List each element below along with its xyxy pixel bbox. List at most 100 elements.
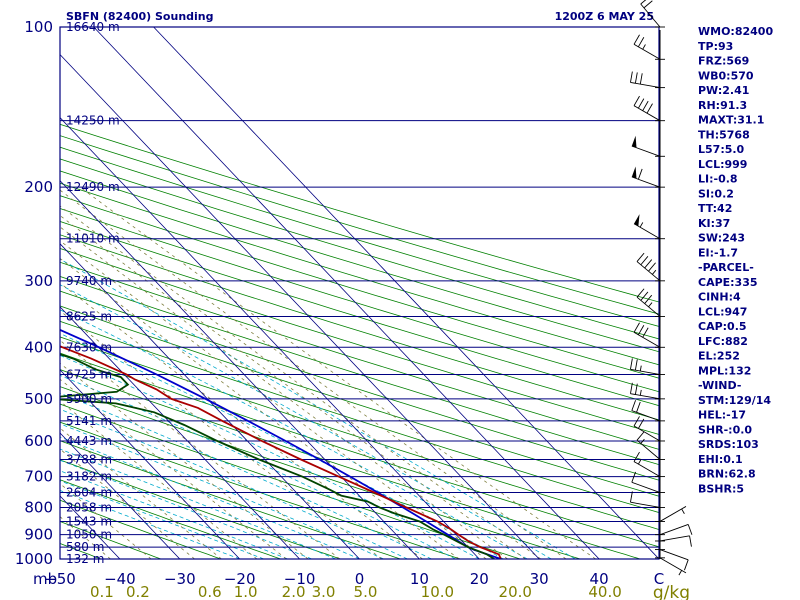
index-entry: LFC:882 — [698, 335, 748, 348]
wind-barb-flag — [637, 98, 645, 109]
index-entry: WB0:570 — [698, 69, 754, 82]
height-label: 132 m — [66, 552, 104, 566]
mixing-ratio-line — [60, 310, 383, 559]
wind-barb-flag — [642, 100, 649, 111]
dewpoint-line — [60, 353, 495, 559]
index-entry: FRZ:569 — [698, 55, 749, 68]
temperature-tick-label: 30 — [530, 570, 549, 588]
sounding-series — [60, 328, 502, 559]
mixing-ratio-tick-label: 5.0 — [354, 583, 378, 600]
index-entry: MAXT:31.1 — [698, 114, 764, 127]
pressure-tick-label: 700 — [24, 468, 53, 486]
wind-barb-shaft — [659, 549, 689, 561]
height-label: 2058 m — [66, 500, 112, 514]
temperature-tick-label: −40 — [104, 570, 136, 588]
height-label: 14250 m — [66, 114, 120, 128]
wind-barb-flag — [687, 524, 693, 535]
temperature-tick-label: −10 — [284, 570, 316, 588]
wind-barb-flag — [636, 252, 645, 262]
wind-barb-flag — [631, 400, 636, 411]
height-label: 3182 m — [66, 470, 112, 484]
height-label: 1543 m — [66, 514, 112, 528]
moist-adiabat — [60, 489, 240, 559]
pressure-tick-label: 400 — [24, 338, 53, 356]
mixing-ratio-unit: g/kg — [653, 583, 690, 600]
temperature-tick-label: C — [654, 570, 664, 588]
index-entry: SRDS:103 — [698, 438, 759, 451]
height-label: 8625 m — [66, 309, 112, 323]
index-entry: MPL:132 — [698, 364, 751, 377]
index-entry: SI:0.2 — [698, 187, 734, 200]
wind-barb-shaft — [631, 176, 661, 188]
wind-barb-halfflag — [639, 389, 642, 396]
height-label: 9740 m — [66, 274, 112, 288]
wind-barb — [640, 0, 665, 28]
wind-barb-flag — [633, 451, 640, 462]
pressure-tick-label: 800 — [24, 498, 53, 516]
pressure-tick-label: 500 — [24, 390, 53, 408]
wind-barb — [631, 471, 665, 493]
index-entry: EI:-1.7 — [698, 246, 738, 259]
wind-barb — [630, 382, 665, 400]
wind-barb — [655, 549, 689, 571]
wind-barb-pennant — [634, 214, 640, 227]
isobars — [60, 26, 659, 560]
wind-barb-shaft — [631, 481, 661, 493]
wind-barb-shaft — [630, 368, 661, 375]
index-entry: WMO:82400 — [698, 25, 773, 38]
index-entry: CINH:4 — [698, 291, 741, 304]
index-entry: BSHR:5 — [698, 482, 744, 495]
isotherm — [60, 369, 240, 559]
wind-barbs — [630, 0, 693, 576]
index-entry: TH:5768 — [698, 128, 750, 141]
temperature-tick-label: 10 — [410, 570, 429, 588]
index-entry: HEL:-17 — [698, 409, 746, 422]
wind-barb-shaft — [633, 331, 661, 348]
mixing-ratio-tick-label: 20.0 — [499, 583, 532, 600]
wind-barb-shaft — [659, 523, 689, 536]
mixing-ratio-tick-label: 0.1 — [90, 583, 114, 600]
wind-barb — [633, 322, 665, 348]
wind-barb-shaft — [631, 410, 661, 422]
height-label: 4443 m — [66, 434, 112, 448]
wind-barb-flag — [643, 0, 653, 9]
height-label: 5900 m — [66, 392, 112, 406]
wind-barb-flag — [631, 471, 636, 483]
pressure-tick-label: 200 — [24, 178, 53, 196]
station-title: SBFN (82400) Sounding — [66, 10, 214, 23]
wind-barb-flag — [640, 256, 649, 266]
index-entry: L57:5.0 — [698, 143, 745, 156]
pressure-tick-label: 1000 — [15, 550, 53, 568]
wind-barb-halfflag — [651, 269, 657, 275]
index-entry: CAP:0.5 — [698, 320, 747, 333]
height-label: 5141 m — [66, 414, 112, 428]
index-entry: -WIND- — [698, 379, 741, 392]
index-entry: PW:2.41 — [698, 84, 749, 97]
moist-adiabat — [60, 480, 264, 559]
wind-barb-flag — [639, 73, 643, 85]
temperature-tick-labels: −50 −40 −30 −20 −10 0 10 20 30 40 C — [44, 570, 664, 588]
wind-barb-flag — [634, 72, 638, 84]
wind-barb — [631, 166, 665, 188]
wind-barb — [636, 431, 665, 460]
height-label: 3788 m — [66, 452, 112, 466]
wind-barb-flag — [640, 0, 647, 5]
wind-barb-shaft — [633, 43, 661, 60]
temperature-tick-label: −30 — [164, 570, 196, 588]
moist-adiabat — [60, 423, 384, 559]
wind-barb — [631, 135, 665, 157]
moist-adiabat — [60, 374, 456, 559]
wind-barb-flag — [630, 71, 633, 83]
wind-barb — [636, 252, 665, 282]
temp-axis-label: mb — [33, 570, 57, 588]
height-label: 6725 m — [66, 368, 112, 382]
wind-barb-shaft — [633, 223, 661, 240]
isotherm — [93, 27, 600, 559]
temperature-tick-label: 40 — [590, 570, 609, 588]
index-entry: SHR-:0.0 — [698, 423, 752, 436]
wind-barb-flag — [636, 431, 645, 441]
index-entry: -PARCEL- — [698, 261, 754, 274]
wind-barb — [630, 71, 665, 89]
wind-barb — [630, 491, 665, 508]
